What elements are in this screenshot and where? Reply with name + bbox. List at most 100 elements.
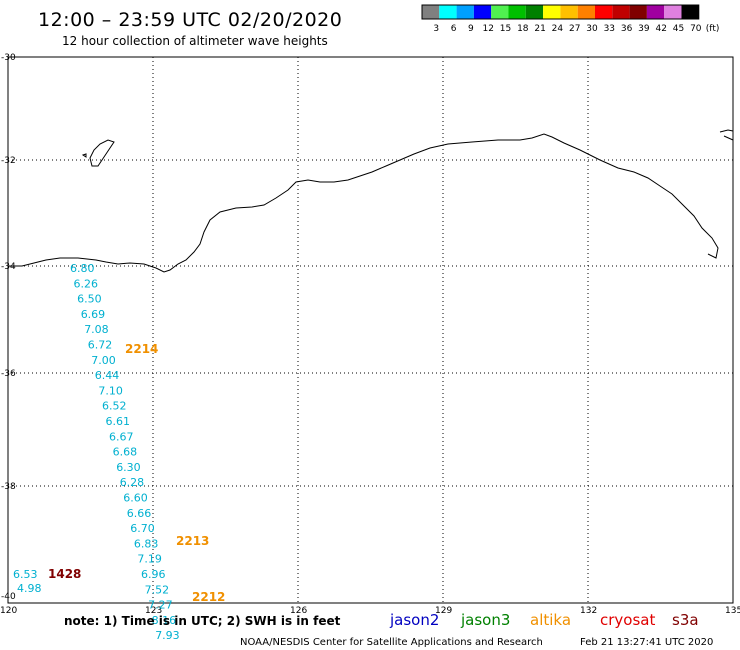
pass-time-label: 2213 (176, 534, 209, 548)
legend-label: 21 (534, 24, 545, 34)
swh-value: 6.83 (134, 537, 159, 550)
y-axis-ticks: -30 -32 -34 -36 -38 -40 (1, 53, 16, 602)
swh-value: 4.98 (17, 582, 42, 595)
color-legend: 3 6 9 12 15 18 21 24 27 30 33 36 39 42 45 70 (ft) (421, 4, 720, 34)
swh-value: 6.50 (77, 293, 102, 306)
map-frame (7, 56, 734, 604)
legend-swatch (560, 5, 578, 19)
legend-label: 6 (451, 24, 457, 34)
legend-swatch (439, 5, 457, 19)
satellite-name: jason3 (460, 611, 510, 629)
map-subtitle: 12 hour collection of altimeter wave hei… (62, 34, 328, 48)
legend-label: 39 (638, 24, 650, 34)
legend-swatch (543, 5, 561, 19)
y-tick-label: -40 (1, 592, 16, 602)
credit-line: NOAA/NESDIS Center for Satellite Applica… (240, 637, 543, 648)
swh-value: 6.60 (123, 492, 148, 505)
satellite-legend: jason2 jason3 altika cryosat s3a (389, 611, 699, 629)
swh-labels: 6.80 6.26 6.50 6.69 7.08 6.72 7.00 6.44 7.10 6.52… (13, 262, 180, 642)
y-tick-label: -38 (1, 482, 16, 492)
satellite-name: s3a (672, 611, 699, 629)
satellite-name: cryosat (600, 611, 655, 629)
x-tick-label: 120 (0, 606, 17, 616)
coast-islet (81, 153, 87, 158)
y-tick-label: -34 (1, 262, 16, 272)
legend-unit: (ft) (706, 24, 720, 34)
swh-value: 7.93 (155, 629, 180, 642)
swh-value: 6.30 (116, 461, 141, 474)
legend-label: 9 (468, 24, 474, 34)
legend-swatch (508, 5, 526, 19)
legend-swatch (664, 5, 682, 19)
legend-swatch (612, 5, 630, 19)
legend-label: 24 (552, 24, 564, 34)
legend-label: 15 (500, 24, 511, 34)
swh-value: 7.08 (84, 323, 109, 336)
x-tick-label: 135 (725, 606, 740, 616)
legend-swatch (422, 5, 440, 19)
grid-lines (8, 57, 733, 603)
legend-label: 42 (655, 24, 666, 34)
swh-value: 6.53 (13, 568, 38, 581)
legend-label: 30 (586, 24, 598, 34)
pass-time-label: 2212 (192, 590, 225, 604)
legend-frame (421, 4, 700, 20)
legend-swatch (681, 5, 699, 19)
coastline (8, 133, 719, 273)
y-tick-label: -36 (1, 369, 16, 379)
pass-time-label: 2214 (125, 342, 158, 356)
swh-value: 7.27 (148, 599, 173, 612)
swh-value: 6.61 (106, 415, 131, 428)
x-tick-label: 132 (580, 606, 597, 616)
swh-value: 6.67 (109, 430, 134, 443)
swh-value: 6.72 (88, 339, 113, 352)
legend-swatch (456, 5, 474, 19)
legend-swatch (577, 5, 595, 19)
legend-swatch (491, 5, 509, 19)
swh-value: 6.68 (113, 446, 138, 459)
legend-swatch (629, 5, 647, 19)
swh-value: 6.96 (141, 568, 166, 581)
legend-label: 33 (604, 24, 615, 34)
legend-swatch (473, 5, 492, 19)
y-tick-label: -32 (1, 156, 16, 166)
legend-swatch (595, 5, 613, 19)
legend-label: 36 (621, 24, 633, 34)
legend-label: 27 (569, 24, 580, 34)
legend-label: 70 (690, 24, 702, 34)
swh-value: 6.44 (95, 369, 120, 382)
legend-swatch (525, 5, 544, 19)
swh-value: 6.52 (102, 400, 127, 413)
swh-value: 8.16 (152, 614, 177, 627)
footnote: note: 1) Time is in UTC; 2) SWH is in fe… (64, 614, 341, 628)
legend-label: 18 (517, 24, 529, 34)
x-tick-label: 123 (145, 606, 162, 616)
swh-value: 7.00 (91, 354, 116, 367)
x-tick-label: 129 (435, 606, 452, 616)
swh-value: 6.80 (70, 262, 95, 275)
swh-value: 6.70 (130, 522, 155, 535)
legend-label: 3 (433, 24, 439, 34)
pass-time-labels: 2214 2213 2212 1428 (48, 342, 225, 604)
satellite-name: jason2 (389, 611, 439, 629)
swh-value: 7.19 (137, 553, 162, 566)
legend-label: 45 (673, 24, 684, 34)
swh-value: 6.26 (74, 277, 99, 290)
satellite-name: altika (530, 611, 571, 629)
swh-value: 6.69 (81, 308, 106, 321)
legend-swatch (646, 5, 665, 19)
pass-time-label: 1428 (48, 567, 81, 581)
coastline-east-fragment (719, 129, 734, 141)
legend-label: 12 (482, 24, 493, 34)
map-title: 12:00 – 23:59 UTC 02/20/2020 (38, 9, 342, 31)
swh-value: 6.28 (120, 476, 145, 489)
swh-value: 6.66 (127, 507, 152, 520)
swh-value: 7.10 (98, 384, 123, 397)
x-axis-ticks: 120 123 126 129 132 135 (0, 606, 740, 616)
y-tick-label: -30 (1, 53, 16, 63)
kangaroo-island (89, 139, 115, 167)
generated-timestamp: Feb 21 13:27:41 UTC 2020 (580, 637, 713, 648)
swh-value: 7.52 (145, 583, 170, 596)
x-tick-label: 126 (290, 606, 307, 616)
